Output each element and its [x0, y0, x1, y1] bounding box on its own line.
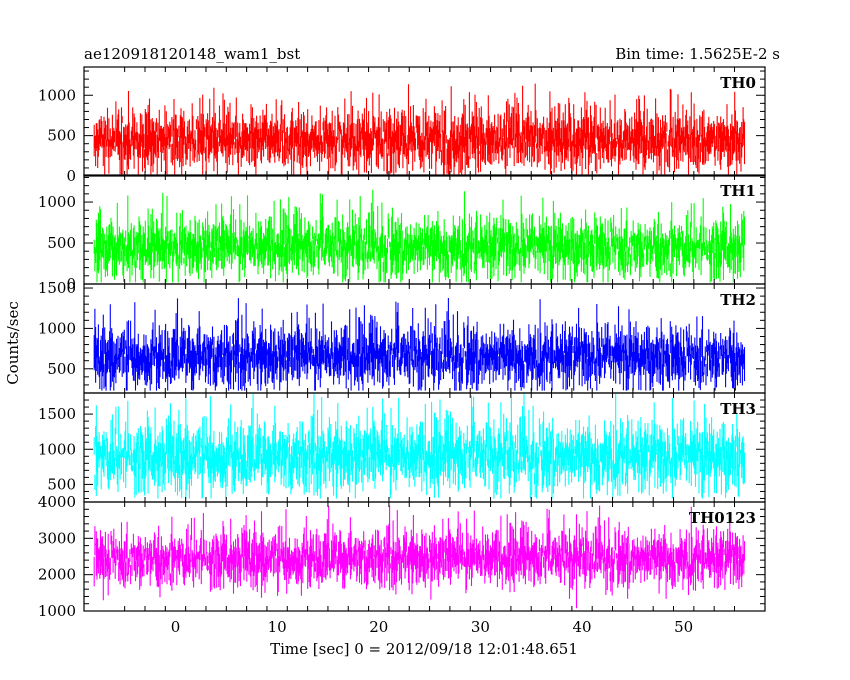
panel-th2: 500 1000 1500 TH2 — [38, 279, 766, 394]
panel-th0123: 1000 2000 3000 4000 TH0123 — [38, 493, 766, 620]
chart-title-right: Bin time: 1.5625E-2 s — [615, 45, 780, 63]
x-tick-label: 40 — [572, 618, 591, 636]
panel-th3: 500 1000 1500 TH3 — [38, 392, 766, 503]
panel-frame — [83, 501, 766, 612]
y-tick-label: 3000 — [38, 529, 76, 547]
y-tick-label: 1000 — [38, 602, 76, 620]
x-tick-label: 10 — [268, 618, 287, 636]
series-th1 — [93, 189, 746, 283]
y-tick-label: 4000 — [38, 493, 76, 511]
series-th0123 — [93, 505, 746, 609]
x-tick-label: 20 — [369, 618, 388, 636]
panel-label: TH3 — [720, 400, 756, 418]
y-axis-label: Counts/sec — [4, 301, 22, 385]
x-tick-label: 50 — [674, 618, 693, 636]
series-th3 — [93, 393, 746, 499]
y-tick-label: 1000 — [38, 440, 76, 458]
panel-label: TH0 — [720, 74, 756, 92]
y-tick-label: 1000 — [38, 193, 76, 211]
panel-label: TH0123 — [689, 509, 756, 527]
x-tick-label: 30 — [471, 618, 490, 636]
panel-label: TH1 — [720, 182, 756, 200]
y-tick-label: 1000 — [38, 86, 76, 104]
chart-title-left: ae120918120148_wam1_bst — [84, 45, 300, 63]
x-tick-label: 0 — [171, 618, 181, 636]
panel-frame — [83, 66, 766, 177]
panel-th1: 0 500 1000 TH1 — [38, 174, 766, 293]
y-tick-label: 0 — [66, 167, 76, 185]
panel-th0: 0 500 1000 TH0 — [38, 66, 766, 185]
y-tick-label: 500 — [47, 234, 76, 252]
x-axis-label: Time [sec] 0 = 2012/09/18 12:01:48.651 — [270, 640, 578, 658]
series-th2 — [93, 298, 746, 391]
y-tick-label: 2000 — [38, 566, 76, 584]
y-tick-label: 1500 — [38, 279, 76, 297]
y-tick-label: 500 — [47, 127, 76, 145]
panels-group: 05001000TH005001000TH150010001500TH25001… — [38, 66, 766, 636]
y-tick-label: 1500 — [38, 405, 76, 423]
y-tick-label: 500 — [47, 360, 76, 378]
y-tick-label: 1000 — [38, 319, 76, 337]
panel-label: TH2 — [720, 291, 756, 309]
series-th0 — [93, 83, 746, 175]
y-tick-label: 500 — [47, 475, 76, 493]
y-tick-label: 0 — [66, 275, 76, 293]
